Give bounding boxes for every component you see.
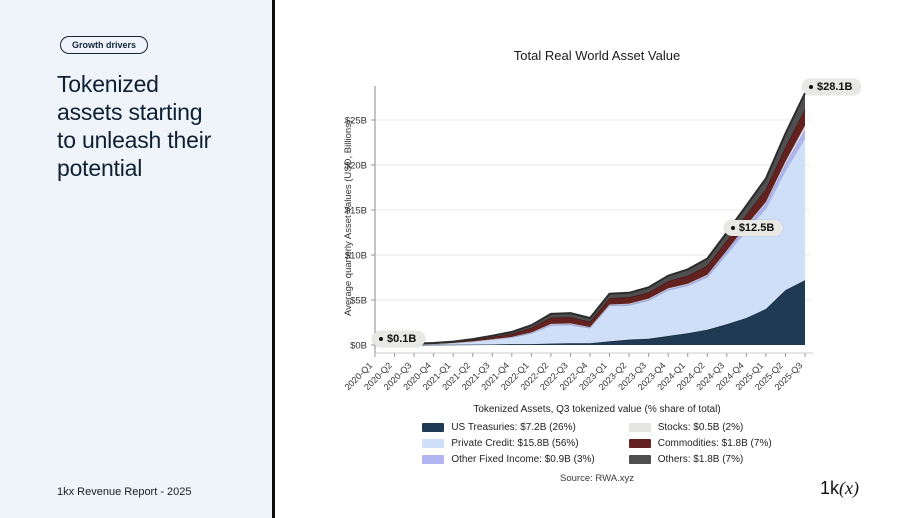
- legend-swatch: [628, 438, 651, 448]
- y-tick-label: $10B: [345, 251, 367, 262]
- annotation-label: $0.1B: [387, 333, 417, 346]
- logo-x-mark: (x): [839, 478, 859, 498]
- annotation-label: $28.1B: [817, 81, 853, 94]
- annotation--12-5b: $12.5B: [723, 219, 784, 236]
- area-band-us-treasuries: [375, 280, 805, 345]
- legend-label: Other Fixed Income: $0.9B (3%): [451, 453, 595, 465]
- legend-label: Others: $1.8B (7%): [657, 453, 744, 465]
- y-tick-label: $0B: [350, 341, 367, 352]
- legend-swatch: [422, 454, 445, 464]
- legend-item-private-credit: Private Credit: $15.8B (56%): [422, 435, 594, 451]
- left-panel: Growth drivers Tokenized assets starting…: [0, 0, 272, 518]
- legend-item-stocks: Stocks: $0.5B (2%): [628, 419, 772, 435]
- logo-text: 1k: [820, 478, 840, 498]
- legend-swatch: [628, 454, 651, 464]
- legend-item-others: Others: $1.8B (7%): [628, 451, 772, 467]
- legend-column: US Treasuries: $7.2B (26%) Private Credit…: [422, 419, 595, 467]
- legend-title: Tokenized Assets, Q3 tokenized value (% …: [473, 404, 721, 415]
- annotation--0-1b: $0.1B: [372, 331, 426, 348]
- y-tick-label: $20B: [345, 161, 367, 172]
- legend-label: Commodities: $1.8B (7%): [657, 437, 772, 449]
- slide-title: Tokenized assets starting to unleash the…: [57, 71, 212, 182]
- company-logo: 1k(x): [820, 478, 859, 499]
- legend-label: Private Credit: $15.8B (56%): [451, 437, 579, 449]
- legend-item-us-treasuries: US Treasuries: $7.2B (26%): [422, 419, 594, 435]
- legend-swatch: [422, 422, 445, 432]
- annotation-dot-icon: [730, 225, 735, 230]
- y-tick-label: $25B: [345, 116, 367, 127]
- legend-columns: US Treasuries: $7.2B (26%) Private Credit…: [300, 419, 894, 467]
- annotation-dot-icon: [379, 337, 383, 342]
- legend-item-other-fixed-income: Other Fixed Income: $0.9B (3%): [422, 451, 595, 467]
- growth-drivers-badge: Growth drivers: [60, 36, 149, 54]
- chart-title: Total Real World Asset Value: [513, 48, 681, 63]
- chart-legend: Tokenized Assets, Q3 tokenized value (% …: [300, 404, 894, 467]
- legend-item-commodities: Commodities: $1.8B (7%): [628, 435, 772, 451]
- report-footer: 1kx Revenue Report - 2025: [57, 486, 192, 498]
- annotation-dot-icon: [809, 85, 813, 90]
- y-tick-label: $15B: [345, 206, 367, 217]
- panel-divider: [272, 0, 275, 518]
- area-band-private-credit: [375, 138, 805, 345]
- source-caption: Source: RWA.xyz: [560, 473, 634, 484]
- y-tick-label: $5B: [350, 296, 367, 307]
- annotation--28-1b: $28.1B: [802, 79, 862, 96]
- legend-label: US Treasuries: $7.2B (26%): [451, 421, 576, 433]
- legend-swatch: [628, 422, 651, 432]
- legend-column: Stocks: $0.5B (2%) Commodities: $1.8B (7%…: [628, 419, 772, 467]
- legend-label: Stocks: $0.5B (2%): [657, 421, 744, 433]
- legend-swatch: [422, 438, 445, 448]
- annotation-label: $12.5B: [738, 221, 775, 234]
- y-axis-title: Average quarterly Asset Values (USD, Bil…: [343, 120, 354, 316]
